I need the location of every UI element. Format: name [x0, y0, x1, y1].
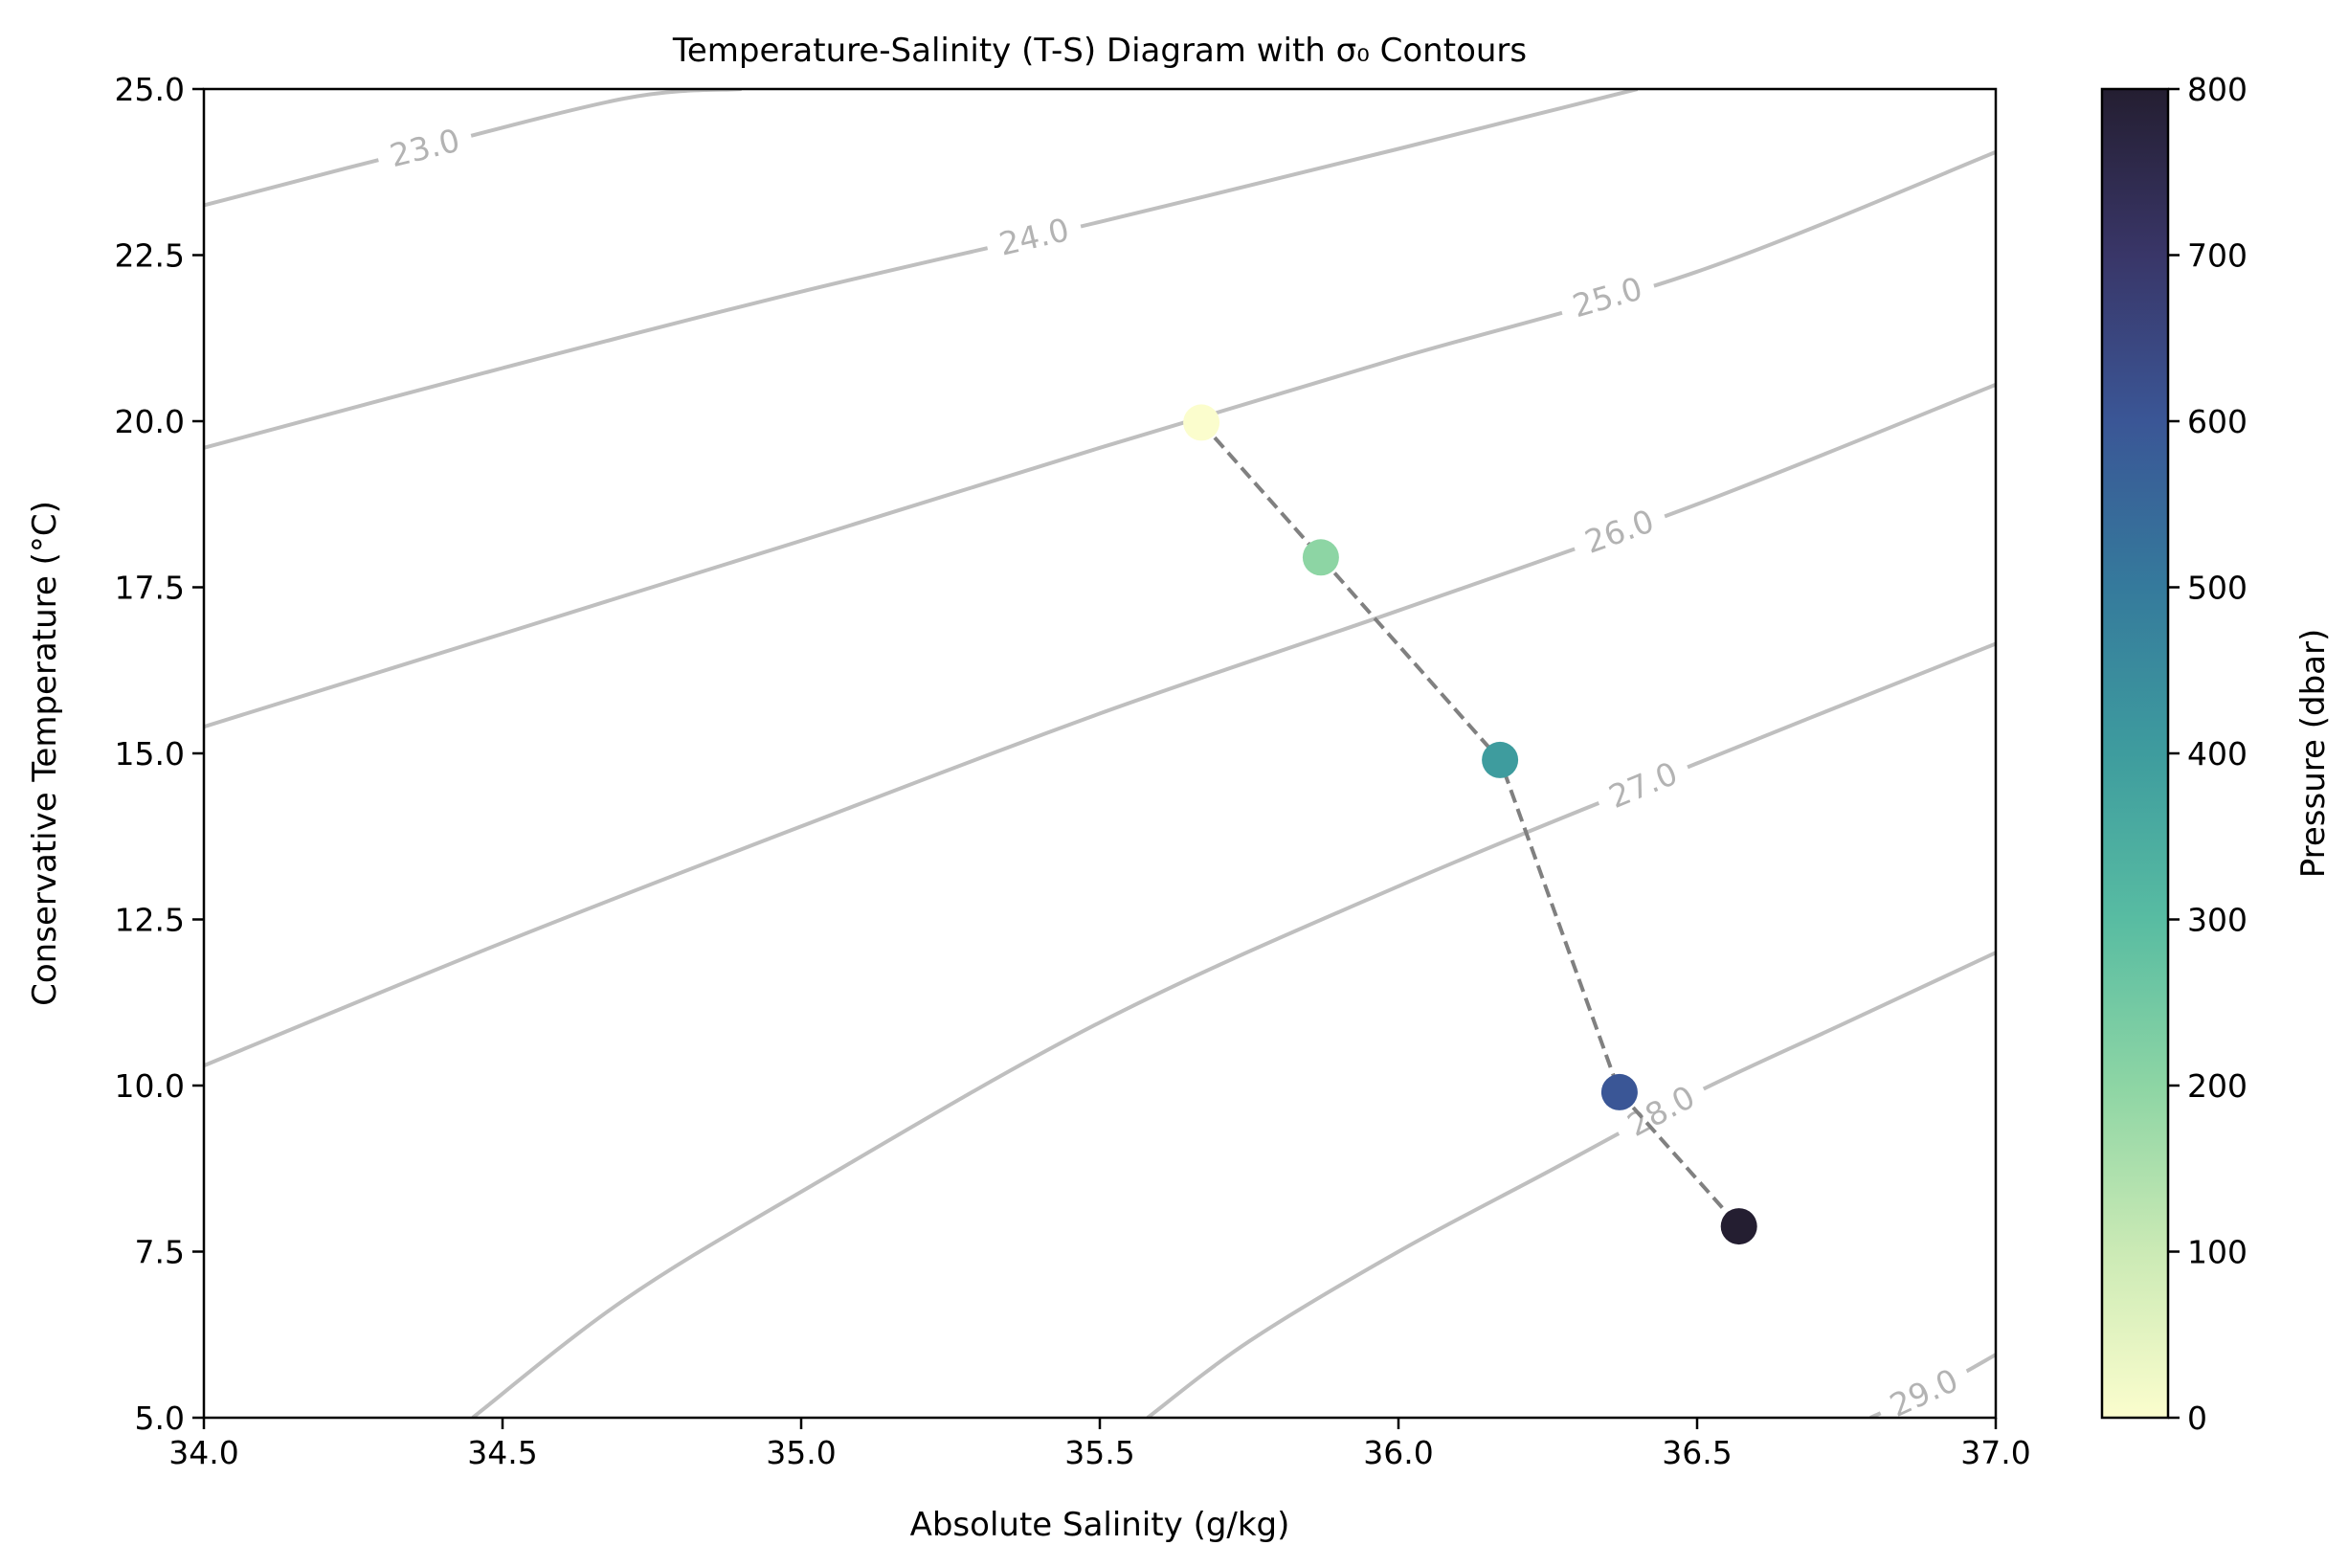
colorbar-tick-label: 800 [2187, 71, 2247, 108]
y-tick-label: 7.5 [135, 1234, 185, 1271]
contour-line [204, 382, 1996, 1068]
contour-label-background [983, 208, 1085, 267]
contour-label-background [1568, 498, 1671, 567]
contour-line [471, 641, 1996, 1418]
x-tick-label: 37.0 [1960, 1434, 2030, 1471]
data-point [1302, 539, 1339, 576]
colorbar-tick-label: 700 [2187, 237, 2247, 275]
data-point [1482, 741, 1519, 778]
contour-label-background [1591, 749, 1695, 822]
colorbar-tick-label: 400 [2187, 735, 2247, 773]
contour-label: 27.0 [1603, 754, 1683, 816]
colorbar-tick-label: 0 [2187, 1400, 2207, 1437]
y-tick-label: 10.0 [115, 1067, 185, 1105]
contour-label-background [1872, 1355, 1976, 1431]
x-tick-label: 35.0 [766, 1434, 836, 1471]
contour-label: 23.0 [386, 122, 463, 175]
x-axis-label: Absolute Salinity (g/kg) [910, 1506, 1290, 1544]
chart-title: Temperature-Salinity (T-S) Diagram with … [672, 32, 1527, 70]
y-tick-label: 25.0 [115, 71, 185, 108]
data-point [1183, 404, 1220, 441]
contour-label-background [373, 118, 477, 179]
contour-label: 29.0 [1884, 1361, 1963, 1424]
y-axis-label: Conservative Temperature (°C) [26, 501, 64, 1006]
y-tick-label: 15.0 [115, 735, 185, 773]
series-layer [1183, 404, 1757, 1245]
colorbar-tick-label: 300 [2187, 902, 2247, 939]
contour-line [204, 150, 1996, 729]
contour-label-background [1610, 1071, 1713, 1152]
y-tick-label: 12.5 [115, 902, 185, 939]
data-point [1720, 1208, 1757, 1245]
x-tick-label: 36.5 [1662, 1434, 1732, 1471]
x-tick-label: 34.0 [168, 1434, 238, 1471]
colorbar-tick-label: 100 [2187, 1234, 2247, 1271]
colorbar-tick-label: 600 [2187, 403, 2247, 440]
contour-line [204, 89, 742, 208]
contour-label: 24.0 [995, 211, 1072, 263]
y-tick-label: 5.0 [135, 1400, 185, 1437]
colorbar-tick-label: 500 [2187, 570, 2247, 607]
x-tick-label: 36.0 [1363, 1434, 1433, 1471]
x-tick-label: 34.5 [467, 1434, 537, 1471]
colorbar-tick-label: 200 [2187, 1067, 2247, 1105]
colorbar-axis: 0 100 200 300 400 500 600 700 800 [2168, 71, 2247, 1437]
contour-line [1146, 951, 1996, 1418]
y-tick-label: 20.0 [115, 403, 185, 440]
colorbar-label: Pressure (dbar) [2294, 629, 2333, 879]
y-axis: 5.0 7.5 10.0 12.5 15.0 17.5 20.0 22.5 25.0 [115, 71, 204, 1437]
contour-label: 25.0 [1569, 269, 1646, 325]
x-axis: 34.0 34.5 35.0 35.5 36.0 36.5 37.0 [168, 1418, 2031, 1471]
y-tick-label: 17.5 [115, 570, 185, 607]
data-point [1600, 1073, 1638, 1110]
colorbar [2100, 87, 2170, 1420]
y-tick-label: 22.5 [115, 237, 185, 275]
contour-layer [204, 89, 1996, 1418]
contour-label-background [1555, 265, 1659, 329]
x-tick-label: 35.5 [1064, 1434, 1134, 1471]
